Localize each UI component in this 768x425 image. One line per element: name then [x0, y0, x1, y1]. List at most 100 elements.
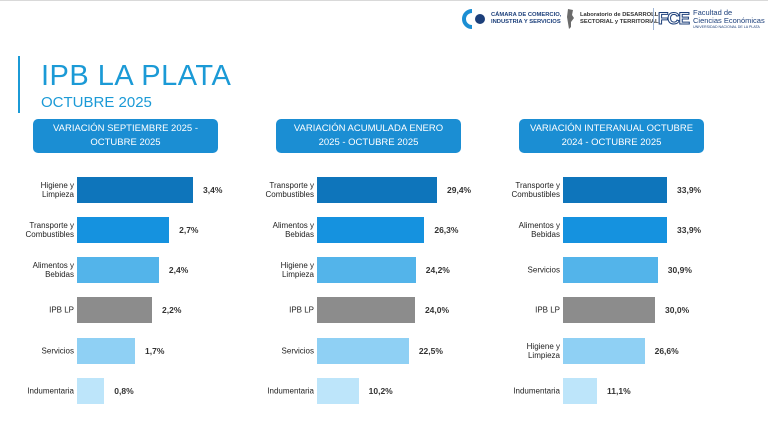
bar — [317, 177, 437, 203]
category-label-line: Higiene y — [40, 181, 74, 190]
bar — [563, 338, 645, 364]
category-label-line: Combustibles — [25, 230, 74, 239]
value-label: 24,2% — [425, 265, 450, 275]
category-label-line: IPB LP — [535, 305, 560, 315]
bar — [77, 338, 135, 364]
page-title: IPB LA PLATA — [41, 60, 232, 92]
bar — [563, 378, 598, 404]
category-label-line: IPB LP — [49, 305, 74, 315]
category-label-line: Alimentos y — [32, 261, 74, 270]
panel-title-line: 2024 - OCTUBRE 2025 — [561, 137, 662, 148]
facultad-line3: UNIVERSIDAD NACIONAL DE LA PLATA — [693, 24, 760, 29]
value-label: 29,4% — [447, 185, 472, 195]
category-label-line: Alimentos y — [518, 221, 560, 230]
camara-logo: CÁMARA DE COMERCIO, INDUSTRIA Y SERVICIO… — [458, 8, 561, 30]
panel-title-line: VARIACIÓN ACUMULADA ENERO — [293, 123, 444, 134]
value-label: 1,7% — [145, 346, 165, 356]
category-label-line: Limpieza — [527, 351, 560, 360]
category-label: IPB LP — [480, 306, 560, 315]
panel-title-line: OCTUBRE 2025 — [90, 137, 161, 148]
facultad-line2: Ciencias Económicas — [693, 15, 765, 25]
bar — [563, 297, 656, 323]
argentina-map-icon — [567, 9, 574, 29]
bar — [317, 257, 416, 283]
category-label-line: Transporte y — [269, 181, 314, 190]
category-label-line: Bebidas — [45, 270, 74, 279]
value-label: 30,9% — [667, 265, 692, 275]
category-label: IPB LP — [0, 306, 74, 315]
panel-title-line: VARIACIÓN SEPTIEMBRE 2025 - — [52, 123, 198, 134]
category-label-line: Indumentaria — [513, 386, 560, 396]
bar — [563, 217, 667, 243]
value-label: 22,5% — [418, 346, 443, 356]
panel-title-monthly: VARIACIÓN SEPTIEMBRE 2025 - OCTUBRE 2025 — [33, 119, 218, 153]
panel-title-interannual: VARIACIÓN INTERANUAL OCTUBRE 2024 - OCTU… — [519, 119, 704, 153]
category-label: Servicios — [234, 347, 314, 356]
value-label: 10,2% — [368, 386, 393, 396]
top-divider — [0, 0, 768, 1]
category-label: Higiene y Limpieza — [480, 342, 560, 360]
category-label-line: Combustibles — [265, 190, 314, 199]
category-label-line: Alimentos y — [272, 221, 314, 230]
bar — [317, 338, 409, 364]
bar — [77, 177, 193, 203]
category-label-line: Bebidas — [531, 230, 560, 239]
camara-line1: CÁMARA DE COMERCIO, — [491, 12, 562, 19]
category-label: Alimentos y Bebidas — [234, 221, 314, 239]
category-label-line: Higiene y — [280, 261, 314, 270]
bar — [77, 257, 159, 283]
panel-title-cumulative: VARIACIÓN ACUMULADA ENERO 2025 - OCTUBRE… — [276, 119, 461, 153]
category-label-line: Higiene y — [526, 342, 560, 351]
value-label: 33,9% — [677, 225, 702, 235]
camara-mark-icon — [462, 9, 485, 29]
bar — [317, 378, 359, 404]
category-label: Higiene y Limpieza — [234, 261, 314, 279]
bar — [77, 378, 105, 404]
value-label: 2,4% — [168, 265, 189, 275]
value-label: 2,2% — [162, 305, 182, 315]
page-subtitle: OCTUBRE 2025 — [41, 94, 152, 111]
value-label: 24,0% — [424, 305, 450, 315]
bar — [317, 217, 425, 243]
bar — [317, 297, 415, 323]
value-label: 26,6% — [654, 346, 679, 356]
category-label: Alimentos y Bebidas — [0, 261, 74, 279]
category-label-line: Indumentaria — [27, 386, 74, 396]
value-label: 0,8% — [114, 386, 134, 396]
bar — [77, 217, 170, 243]
category-label: Alimentos y Bebidas — [480, 221, 560, 239]
facultad-logo: FCE Facultad de Ciencias Económicas UNIV… — [653, 8, 765, 30]
category-label-line: Servicios — [281, 346, 314, 356]
category-label-line: Bebidas — [285, 230, 314, 239]
camara-line2: INDUSTRIA Y SERVICIOS — [491, 19, 561, 25]
category-label-line: Limpieza — [281, 270, 314, 279]
logo-divider — [653, 8, 654, 30]
category-label: Transporte y Combustibles — [234, 181, 314, 199]
category-label: IPB LP — [234, 306, 314, 315]
fce-mark: FCE — [658, 9, 691, 29]
laboratorio-line2: SECTORIAL y TERRITORIAL — [580, 19, 659, 25]
category-label-line: Combustibles — [511, 190, 560, 199]
title-accent-bar — [18, 56, 20, 113]
bar — [563, 177, 667, 203]
value-label: 26,3% — [434, 225, 459, 235]
facultad-line1: Facultad de — [693, 7, 733, 17]
panel-title-line: VARIACIÓN INTERANUAL OCTUBRE — [529, 123, 694, 134]
value-label: 33,9% — [677, 185, 702, 195]
category-label-line: Indumentaria — [267, 386, 314, 396]
value-label: 30,0% — [665, 305, 690, 315]
bar — [77, 297, 153, 323]
value-label: 11,1% — [607, 386, 631, 396]
category-label: Indumentaria — [0, 387, 74, 396]
category-label-line: Transporte y — [515, 181, 560, 190]
category-label-line: IPB LP — [289, 305, 314, 315]
category-label: Transporte y Combustibles — [480, 181, 560, 199]
value-label: 3,4% — [203, 185, 223, 195]
category-label: Indumentaria — [234, 387, 314, 396]
category-label-line: Servicios — [41, 346, 74, 356]
laboratorio-line1: Laboratorio de DESARROLLO — [580, 12, 663, 19]
category-label-line: Servicios — [527, 265, 560, 275]
panel-title-line: 2025 - OCTUBRE 2025 — [318, 137, 419, 148]
bar — [563, 257, 658, 283]
category-label: Servicios — [480, 266, 560, 275]
